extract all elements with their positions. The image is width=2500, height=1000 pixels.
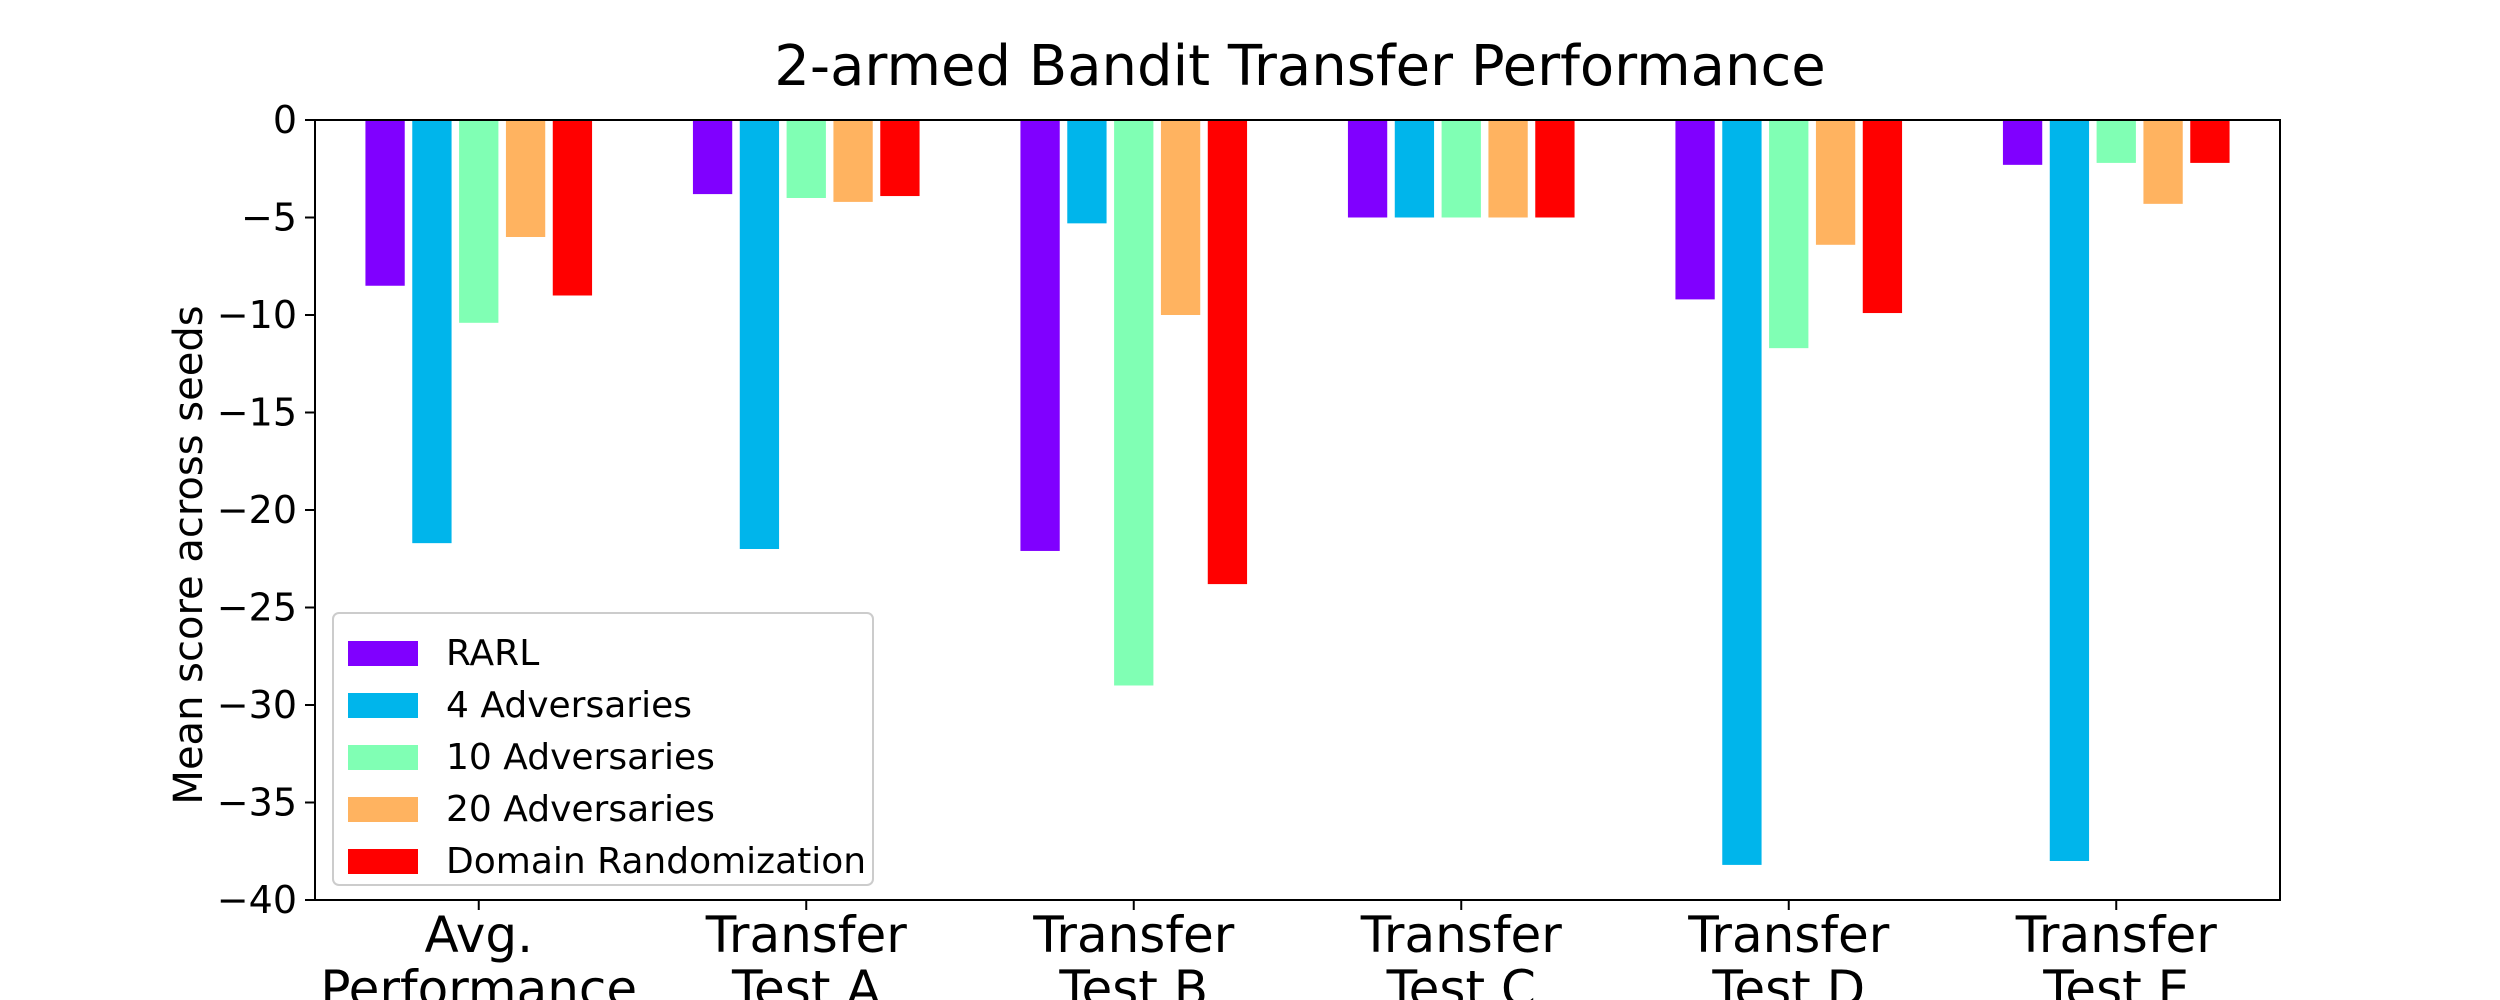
x-tick-label-line: Performance	[320, 960, 637, 1000]
x-tick-label: Transfer Test A	[705, 906, 907, 1000]
bar-4-adversaries-2	[1067, 120, 1107, 224]
bar-domain-randomization-4	[1862, 120, 1903, 314]
bar-10-adversaries-1	[786, 120, 826, 198]
bar-rarl-2	[1020, 120, 1060, 551]
bar-20-adversaries-4	[1815, 120, 1856, 245]
x-tick-label-line: Transfer	[1360, 906, 1562, 964]
chart-title: 2-armed Bandit Transfer Performance	[774, 34, 1825, 99]
legend-label: RARL	[446, 633, 539, 674]
y-tick-label: 0	[273, 98, 297, 142]
legend-label: 20 Adversaries	[446, 789, 715, 830]
y-tick-label: −35	[217, 781, 297, 825]
bars-group	[365, 120, 2230, 865]
bar-20-adversaries-3	[1488, 120, 1528, 218]
y-tick-label: −5	[241, 196, 297, 240]
y-tick-label: −25	[217, 586, 297, 630]
x-tick-label-line: Transfer	[1687, 906, 1889, 964]
bar-4-adversaries-5	[2049, 120, 2090, 861]
bar-20-adversaries-1	[833, 120, 873, 202]
bar-20-adversaries-0	[505, 120, 546, 237]
x-tick-label-line: Test D	[1711, 960, 1865, 1000]
legend-swatch	[348, 745, 418, 770]
legend-swatch	[348, 849, 418, 874]
y-tick-label: −20	[217, 488, 297, 532]
bar-20-adversaries-2	[1160, 120, 1201, 315]
bar-10-adversaries-3	[1441, 120, 1481, 218]
legend-label: 10 Adversaries	[446, 737, 715, 778]
bar-10-adversaries-2	[1114, 120, 1154, 686]
bar-10-adversaries-4	[1769, 120, 1809, 349]
bar-10-adversaries-0	[459, 120, 499, 323]
bar-10-adversaries-5	[2096, 120, 2136, 163]
bar-rarl-3	[1347, 120, 1388, 218]
x-tick-label: Transfer Test D	[1687, 906, 1889, 1000]
y-tick-label: −10	[217, 293, 297, 337]
legend-box	[332, 612, 874, 886]
x-tick-label: Transfer Test E	[2015, 906, 2217, 1000]
bar-rarl-0	[365, 120, 405, 286]
legend-label: 4 Adversaries	[446, 685, 692, 726]
y-tick-label: −15	[217, 391, 297, 435]
x-tick-label: Transfer Test C	[1360, 906, 1562, 1000]
x-tick-label: Avg. Performance	[320, 906, 637, 1000]
x-tick-label-line: Test C	[1386, 960, 1536, 1000]
bar-rarl-5	[2002, 120, 2043, 165]
bar-rarl-1	[692, 120, 733, 195]
bar-4-adversaries-0	[412, 120, 452, 544]
bar-domain-randomization-1	[880, 120, 920, 197]
x-tick-label-line: Transfer	[1032, 906, 1234, 964]
legend-swatch	[348, 797, 418, 822]
x-tick-label-line: Transfer	[2015, 906, 2217, 964]
legend-swatch	[348, 641, 418, 666]
legend: RARL 4 Adversaries 10 Adversaries 20 Advers…	[332, 612, 874, 886]
bar-4-adversaries-1	[739, 120, 780, 549]
bar-20-adversaries-5	[2143, 120, 2183, 204]
bar-domain-randomization-3	[1535, 120, 1575, 218]
x-tick-label-line: Transfer	[705, 906, 907, 964]
x-tick-label-line: Avg.	[425, 906, 534, 964]
x-tick-label-line: Test B	[1058, 960, 1208, 1000]
x-tick-label-line: Test A	[731, 960, 881, 1000]
bar-domain-randomization-0	[552, 120, 593, 296]
bar-domain-randomization-5	[2190, 120, 2230, 163]
legend-label: Domain Randomization	[446, 841, 866, 882]
bar-4-adversaries-4	[1722, 120, 1762, 865]
bar-4-adversaries-3	[1394, 120, 1435, 218]
y-axis-label: Mean score across seeds	[166, 305, 212, 804]
x-tick-label-line: Test E	[2042, 960, 2189, 1000]
x-tick-label: Transfer Test B	[1032, 906, 1234, 1000]
y-tick-label: −30	[217, 683, 297, 727]
legend-swatch	[348, 693, 418, 718]
bar-rarl-4	[1675, 120, 1715, 300]
y-tick-label: −40	[217, 878, 297, 922]
y-ticks-group: 0 −5 −10 −15 −20 −25 −30 −35 −40	[217, 98, 315, 922]
bar-domain-randomization-2	[1207, 120, 1248, 585]
